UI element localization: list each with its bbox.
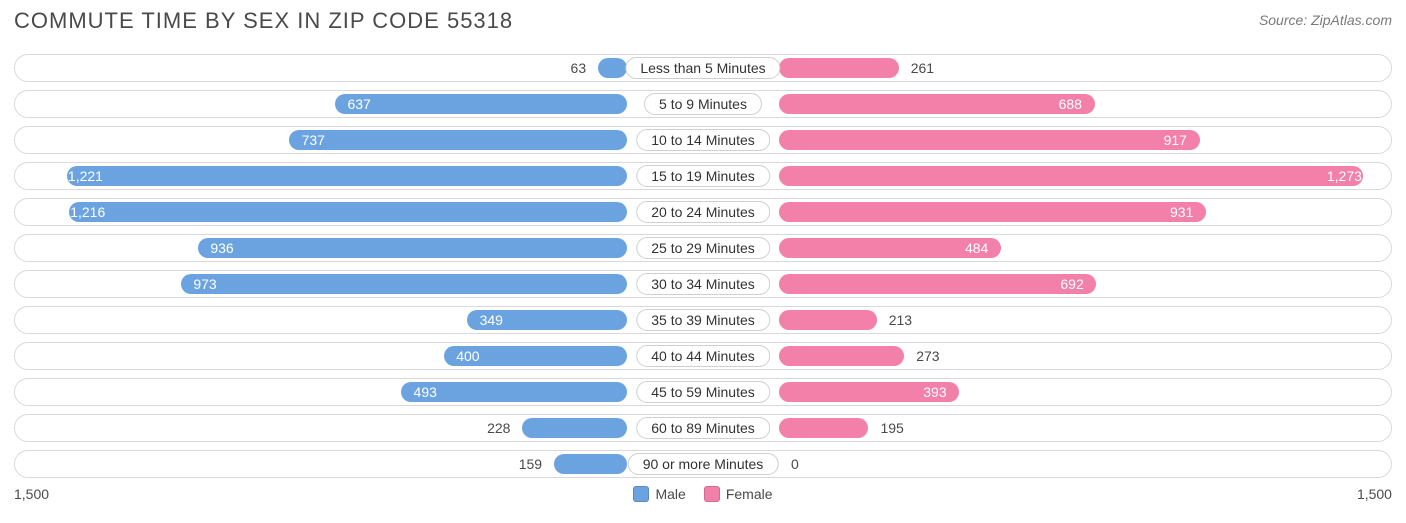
chart-row: 15 to 19 Minutes 1,221 1,273 — [14, 162, 1392, 190]
chart-row: 10 to 14 Minutes 737 917 — [14, 126, 1392, 154]
chart-row: 40 to 44 Minutes 400 273 — [14, 342, 1392, 370]
diverging-bar-chart: Less than 5 Minutes 63 261 5 to 9 Minutes 63… — [14, 54, 1392, 478]
female-bar — [779, 274, 1096, 294]
male-bar — [67, 166, 627, 186]
male-bar — [289, 130, 627, 150]
male-value: 1,221 — [58, 168, 113, 184]
category-label: 35 to 39 Minutes — [636, 309, 770, 331]
category-label: 10 to 14 Minutes — [636, 129, 770, 151]
chart-row: 5 to 9 Minutes 637 688 — [14, 90, 1392, 118]
category-label: 30 to 34 Minutes — [636, 273, 770, 295]
female-value: 917 — [1154, 132, 1197, 148]
male-value: 493 — [404, 384, 447, 400]
legend-swatch — [704, 486, 720, 502]
male-value: 400 — [446, 348, 489, 364]
female-bar — [779, 418, 868, 438]
male-value: 63 — [561, 60, 597, 76]
female-value: 195 — [870, 420, 913, 436]
category-label: 20 to 24 Minutes — [636, 201, 770, 223]
male-value: 737 — [292, 132, 335, 148]
male-bar — [181, 274, 627, 294]
female-value: 261 — [901, 60, 944, 76]
source-attribution: Source: ZipAtlas.com — [1259, 12, 1392, 28]
category-label: 5 to 9 Minutes — [644, 93, 762, 115]
female-bar — [779, 58, 899, 78]
category-label: 15 to 19 Minutes — [636, 165, 770, 187]
chart-footer: 1,500 Male Female 1,500 — [14, 486, 1392, 502]
female-value: 484 — [955, 240, 998, 256]
female-value: 1,273 — [1317, 168, 1372, 184]
female-value: 692 — [1050, 276, 1093, 292]
chart-row: 20 to 24 Minutes 1,216 931 — [14, 198, 1392, 226]
legend: Male Female — [633, 486, 772, 502]
male-bar — [69, 202, 627, 222]
legend-item: Female — [704, 486, 773, 502]
male-value: 228 — [477, 420, 520, 436]
chart-row: Less than 5 Minutes 63 261 — [14, 54, 1392, 82]
female-bar — [779, 130, 1200, 150]
female-value: 273 — [906, 348, 949, 364]
legend-label: Male — [655, 486, 685, 502]
female-value: 688 — [1049, 96, 1092, 112]
header: COMMUTE TIME BY SEX IN ZIP CODE 55318 So… — [14, 8, 1392, 34]
male-bar — [198, 238, 627, 258]
legend-swatch — [633, 486, 649, 502]
chart-row: 35 to 39 Minutes 349 213 — [14, 306, 1392, 334]
male-value: 349 — [470, 312, 513, 328]
category-label: 40 to 44 Minutes — [636, 345, 770, 367]
legend-item: Male — [633, 486, 685, 502]
chart-row: 25 to 29 Minutes 936 484 — [14, 234, 1392, 262]
category-label: Less than 5 Minutes — [625, 57, 780, 79]
category-label: 45 to 59 Minutes — [636, 381, 770, 403]
male-bar — [522, 418, 627, 438]
category-label: 90 or more Minutes — [628, 453, 779, 475]
male-value: 1,216 — [60, 204, 115, 220]
female-bar — [779, 94, 1095, 114]
male-value: 159 — [509, 456, 552, 472]
male-value: 936 — [200, 240, 243, 256]
chart-row: 30 to 34 Minutes 973 692 — [14, 270, 1392, 298]
female-bar — [779, 310, 877, 330]
female-value: 931 — [1160, 204, 1203, 220]
male-value: 637 — [337, 96, 380, 112]
chart-row: 45 to 59 Minutes 493 393 — [14, 378, 1392, 406]
axis-left-label: 1,500 — [14, 486, 49, 502]
chart-title: COMMUTE TIME BY SEX IN ZIP CODE 55318 — [14, 8, 513, 34]
chart-container: COMMUTE TIME BY SEX IN ZIP CODE 55318 So… — [0, 0, 1406, 523]
male-value: 973 — [183, 276, 226, 292]
category-label: 60 to 89 Minutes — [636, 417, 770, 439]
chart-row: 60 to 89 Minutes 228 195 — [14, 414, 1392, 442]
legend-label: Female — [726, 486, 773, 502]
female-bar — [779, 202, 1206, 222]
male-bar — [554, 454, 627, 474]
female-value: 213 — [879, 312, 922, 328]
female-value: 0 — [781, 456, 809, 472]
female-value: 393 — [913, 384, 956, 400]
female-bar — [779, 166, 1363, 186]
axis-right-label: 1,500 — [1357, 486, 1392, 502]
category-label: 25 to 29 Minutes — [636, 237, 770, 259]
chart-row: 90 or more Minutes 159 0 — [14, 450, 1392, 478]
male-bar — [598, 58, 627, 78]
female-bar — [779, 346, 904, 366]
